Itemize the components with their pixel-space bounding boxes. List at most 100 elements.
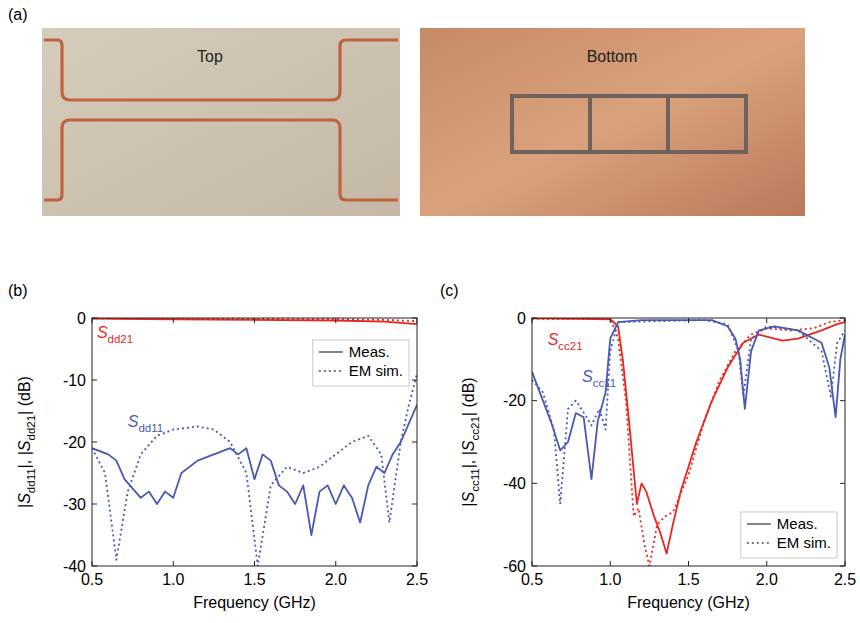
x-tick	[92, 561, 93, 566]
legend-box	[741, 512, 837, 558]
trace	[44, 120, 398, 200]
legend-label: Meas.	[349, 343, 390, 360]
y-tick	[92, 442, 97, 443]
plot-frame	[532, 318, 845, 566]
y-tick	[532, 566, 537, 567]
y-tick	[840, 483, 845, 484]
x-tick	[335, 318, 336, 323]
ground-slot	[512, 96, 746, 152]
y-tick	[412, 318, 417, 319]
legend-label: EM sim.	[777, 534, 831, 551]
y-tick	[92, 380, 97, 381]
y-tick	[840, 566, 845, 567]
y-tick	[532, 318, 537, 319]
x-tick-label: 2.0	[325, 571, 347, 588]
photo-caption: Top	[197, 48, 223, 65]
series-line	[532, 320, 845, 504]
photo-caption: Bottom	[587, 48, 638, 65]
series-line	[92, 405, 417, 535]
y-tick	[412, 442, 417, 443]
y-tick	[840, 400, 845, 401]
panel-label: (a)	[8, 6, 28, 23]
ground-slot	[588, 96, 592, 152]
y-tick	[92, 318, 97, 319]
x-tick-label: 1.0	[599, 571, 621, 588]
curve-label: Sdd11	[128, 413, 163, 434]
y-tick	[532, 400, 537, 401]
x-tick	[766, 561, 767, 566]
y-tick	[92, 504, 97, 505]
y-tick-label: -40	[503, 475, 526, 492]
x-tick	[688, 561, 689, 566]
plot-frame	[92, 318, 417, 566]
series-line	[532, 318, 845, 553]
y-tick	[840, 318, 845, 319]
x-tick	[92, 318, 93, 323]
x-tick	[335, 561, 336, 566]
series-line	[532, 319, 845, 566]
chart-panel: (b)0.51.01.52.02.5-40-30-20-100Frequency…	[8, 282, 428, 611]
y-tick-label: -40	[63, 558, 86, 575]
x-tick	[173, 561, 174, 566]
y-tick	[532, 483, 537, 484]
y-tick-label: -10	[63, 372, 86, 389]
curve-label: Sdd21	[97, 324, 133, 345]
legend-label: Meas.	[777, 515, 818, 532]
legend-label: EM sim.	[349, 362, 403, 379]
x-tick	[532, 318, 533, 323]
x-tick	[254, 318, 255, 323]
x-tick	[845, 318, 846, 323]
series-group	[532, 318, 845, 566]
trace	[44, 40, 398, 100]
x-tick-label: 1.0	[162, 571, 184, 588]
chart-panel: (c)0.51.01.52.02.5-60-40-200Frequency (G…	[440, 282, 856, 611]
y-tick	[412, 380, 417, 381]
y-axis-title: |Scc11|, |Scc21| (dB)	[460, 377, 481, 506]
x-tick	[254, 561, 255, 566]
x-tick	[417, 561, 418, 566]
y-tick-label: -20	[63, 434, 86, 451]
y-tick	[92, 566, 97, 567]
ground-slot	[666, 96, 670, 152]
x-tick-label: 2.5	[834, 571, 856, 588]
y-axis-title: |Sdd11|, |Sdd21| (dB)	[16, 376, 37, 508]
figure: (a)TopBottom(b)0.51.01.52.02.5-40-30-20-…	[0, 0, 860, 623]
y-tick-label: -30	[63, 496, 86, 513]
x-axis-title: Frequency (GHz)	[627, 594, 750, 611]
legend-line	[747, 523, 771, 525]
series-line	[532, 320, 845, 479]
x-tick	[532, 561, 533, 566]
y-tick	[412, 504, 417, 505]
series-line	[92, 374, 417, 566]
x-tick	[610, 318, 611, 323]
legend: Meas. EM sim.	[741, 512, 837, 558]
series-line	[92, 319, 417, 325]
x-tick-label: 2.0	[756, 571, 778, 588]
x-tick	[417, 318, 418, 323]
curve-label: Scc21	[548, 331, 583, 352]
x-axis-title: Frequency (GHz)	[193, 594, 316, 611]
curve-label: Scc11	[582, 368, 616, 389]
photo-bottom	[420, 28, 805, 216]
y-tick-label: 0	[77, 310, 86, 327]
x-tick	[688, 318, 689, 323]
series-group	[92, 318, 417, 566]
legend: Meas. EM sim.	[313, 340, 409, 386]
legend-line	[319, 370, 343, 372]
x-tick-label: 1.5	[677, 571, 699, 588]
y-tick-label: -60	[503, 558, 526, 575]
photo-top	[42, 28, 400, 216]
x-tick	[610, 561, 611, 566]
x-tick-label: 2.5	[406, 571, 428, 588]
x-tick	[845, 561, 846, 566]
legend-line	[319, 351, 343, 353]
y-tick	[412, 566, 417, 567]
panel-label: (b)	[8, 282, 28, 299]
panel-label: (c)	[440, 282, 459, 299]
legend-line	[747, 542, 771, 544]
y-tick-label: 0	[517, 310, 526, 327]
y-tick-label: -20	[503, 392, 526, 409]
x-tick	[173, 318, 174, 323]
legend-box	[313, 340, 409, 386]
x-tick	[766, 318, 767, 323]
